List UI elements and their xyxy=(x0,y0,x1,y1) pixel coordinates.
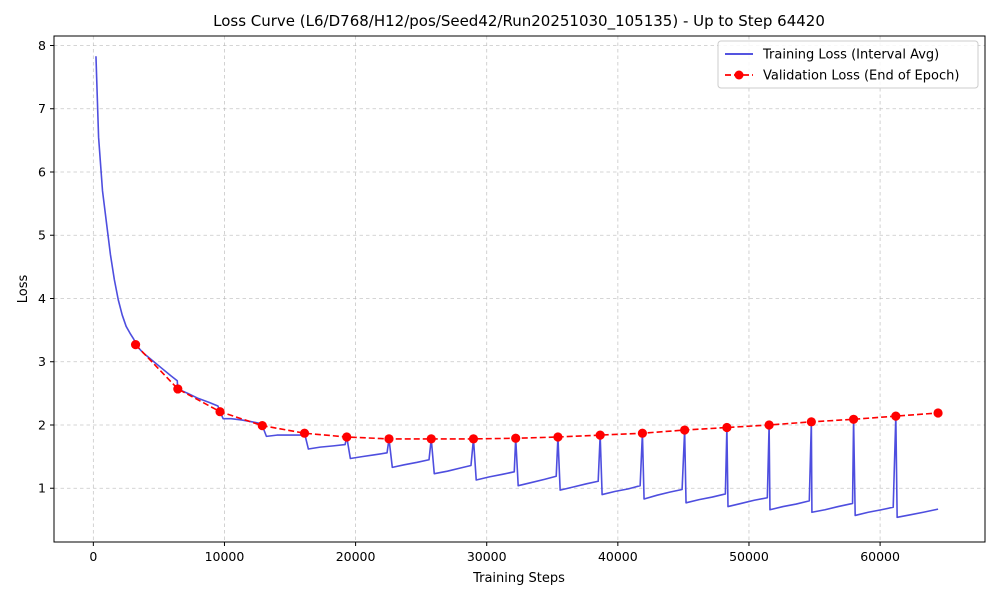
x-tick-label: 60000 xyxy=(860,549,900,564)
y-tick-label: 7 xyxy=(38,101,46,116)
validation-loss-point xyxy=(257,421,267,431)
validation-loss-point xyxy=(553,432,563,442)
validation-loss-point xyxy=(173,384,183,394)
x-axis-label: Training Steps xyxy=(472,571,565,586)
plot-area xyxy=(95,56,943,519)
x-tick-label: 10000 xyxy=(205,549,245,564)
chart-title: Loss Curve (L6/D768/H12/pos/Seed42/Run20… xyxy=(213,12,825,31)
validation-loss-point xyxy=(680,425,690,435)
legend-validation-label: Validation Loss (End of Epoch) xyxy=(763,69,959,84)
legend: Training Loss (Interval Avg) Validation … xyxy=(717,40,979,89)
validation-loss-point xyxy=(468,434,479,444)
validation-loss-point xyxy=(891,411,901,421)
training-loss-line xyxy=(95,56,939,519)
validation-loss-point xyxy=(806,417,816,427)
validation-loss-point xyxy=(933,408,943,418)
y-tick-label: 8 xyxy=(38,38,46,53)
validation-loss-line xyxy=(134,344,939,440)
validation-loss-point xyxy=(764,420,774,430)
x-tick-label: 20000 xyxy=(336,549,376,564)
validation-loss-point xyxy=(848,414,859,424)
y-tick-label: 4 xyxy=(38,291,46,306)
x-axis-ticks: 0 10000 20000 30000 40000 50000 60000 xyxy=(89,542,900,564)
y-tick-label: 6 xyxy=(38,164,46,179)
y-tick-label: 5 xyxy=(38,228,46,243)
x-tick-label: 50000 xyxy=(729,549,769,564)
validation-loss-point xyxy=(511,433,521,443)
y-axis-ticks: 1 2 3 4 5 6 7 8 xyxy=(38,38,54,496)
validation-loss-point xyxy=(299,428,310,438)
legend-box xyxy=(717,40,979,89)
x-tick-label: 0 xyxy=(89,549,97,564)
validation-loss-point xyxy=(342,432,352,442)
validation-loss-point xyxy=(215,407,225,417)
validation-loss-point xyxy=(722,422,732,433)
legend-training-label: Training Loss (Interval Avg) xyxy=(762,48,939,63)
y-tick-label: 3 xyxy=(38,354,46,369)
x-tick-label: 30000 xyxy=(467,549,507,564)
validation-loss-point xyxy=(384,434,394,444)
validation-loss-point xyxy=(130,340,141,350)
y-tick-label: 1 xyxy=(38,481,46,496)
legend-validation-marker xyxy=(734,70,744,80)
axes-frame xyxy=(53,35,986,543)
y-tick-label: 2 xyxy=(38,417,46,432)
validation-loss-point xyxy=(595,430,605,440)
validation-loss-point xyxy=(637,428,648,438)
x-tick-label: 40000 xyxy=(598,549,638,564)
y-axis-label: Loss xyxy=(16,275,31,304)
validation-loss-point xyxy=(426,434,436,444)
